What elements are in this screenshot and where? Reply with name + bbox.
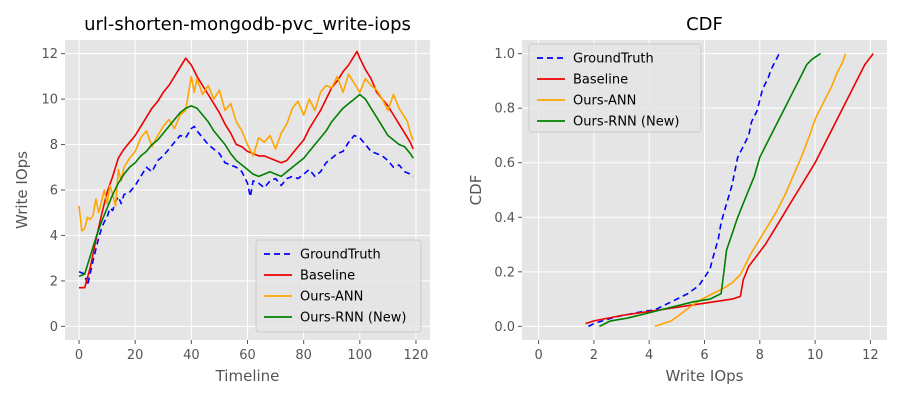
timeline-x-tick-label: 100 [347,348,372,363]
cdf-x-tick-label: 8 [756,348,764,363]
cdf-x-tick-label: 12 [862,348,879,363]
cdf-chart-title: CDF [686,14,723,35]
cdf-x-tick-label: 10 [807,348,824,363]
cdf-y-tick-label: 0.6 [494,156,515,171]
timeline-y-tick-label: 0 [50,320,58,335]
cdf-y-axis-label: CDF [467,175,485,206]
cdf-x-axis-label: Write IOps [666,367,744,385]
timeline-x-tick-label: 80 [295,348,312,363]
timeline-legend-label-ours-rnn-new: Ours-RNN (New) [300,311,406,326]
cdf-y-tick-label: 0.8 [494,102,515,117]
timeline-legend-label-baseline: Baseline [300,269,355,284]
timeline-y-tick-label: 4 [50,229,58,244]
cdf-x-tick-label: 4 [645,348,653,363]
timeline-x-tick-label: 0 [75,348,83,363]
cdf-series-baseline [585,53,874,325]
cdf-legend-box [528,43,702,133]
timeline-series-baseline [79,50,414,289]
cdf-y-tick-label: 1.0 [494,47,515,62]
cdf-legend-label-ours-rnn-new: Ours-RNN (New) [573,115,679,130]
cdf-chart: 0 2 4 6 8 10 12 0.0 0.2 0.4 0.6 0.8 1.0 CDF Write I… [467,14,887,385]
timeline-series-ours-ann [78,73,414,232]
cdf-y-tick-label: 0.4 [494,211,515,226]
cdf-legend: GroundTruth Baseline Ours-ANN Ours-RNN (New… [528,43,702,133]
timeline-legend-box [255,239,422,333]
timeline-series-ours-rnn-new [78,93,414,278]
cdf-legend-label-baseline: Baseline [573,73,628,88]
timeline-y-tick-label: 2 [50,274,58,289]
timeline-x-ticks: 0 20 40 60 80 100 120 [75,340,428,363]
timeline-legend-label-ours-ann: Ours-ANN [300,290,363,305]
cdf-y-tick-label: 0.0 [494,320,515,335]
timeline-legend-label-groundtruth: GroundTruth [300,248,381,263]
cdf-y-ticks: 0.0 0.2 0.4 0.6 0.8 1.0 [494,47,522,335]
timeline-y-tick-label: 6 [50,184,58,199]
cdf-series-ours-ann [654,53,847,328]
timeline-x-tick-label: 20 [127,348,144,363]
timeline-series-group [78,50,414,289]
cdf-x-tick-label: 0 [534,348,542,363]
timeline-gridlines [65,40,430,340]
timeline-legend: GroundTruth Baseline Ours-ANN Ours-RNN (New… [255,239,422,333]
timeline-chart-title: url-shorten-mongodb-pvc_write-iops [84,14,411,35]
cdf-legend-label-groundtruth: GroundTruth [573,52,654,67]
timeline-y-axis-label: Write IOps [13,151,31,229]
timeline-y-tick-label: 12 [41,47,58,62]
cdf-y-tick-label: 0.2 [494,265,515,280]
cdf-x-ticks: 0 2 4 6 8 10 12 [534,340,879,363]
cdf-series-group [585,52,874,328]
cdf-legend-label-ours-ann: Ours-ANN [573,94,636,109]
timeline-x-tick-label: 40 [183,348,200,363]
timeline-x-tick-label: 120 [404,348,429,363]
timeline-x-axis-label: Timeline [215,367,280,385]
timeline-y-tick-label: 10 [41,93,58,108]
timeline-x-tick-label: 60 [239,348,256,363]
timeline-y-ticks: 0 2 4 6 8 10 12 [41,47,65,335]
cdf-x-tick-label: 6 [700,348,708,363]
timeline-chart: 0 20 40 60 80 100 120 0 2 4 6 8 10 12 url-shorten-mo… [13,14,430,385]
cdf-series-ours-rnn-new [599,52,822,328]
timeline-y-tick-label: 8 [50,138,58,153]
cdf-x-tick-label: 2 [590,348,598,363]
